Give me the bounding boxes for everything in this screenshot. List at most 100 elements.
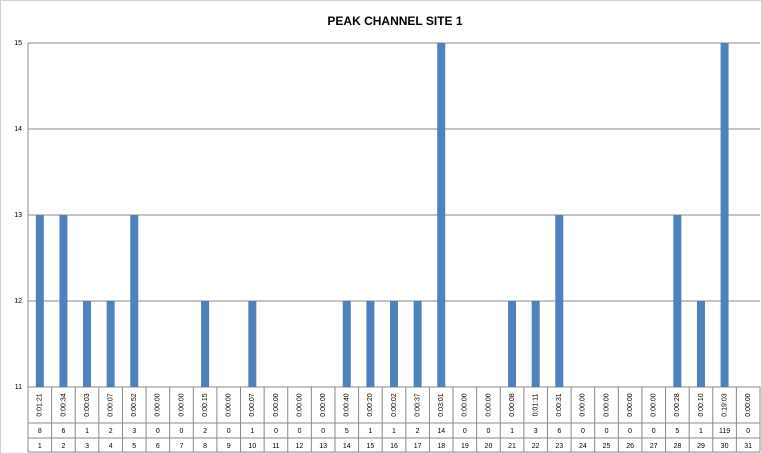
count-label: 6 [61, 428, 65, 435]
count-label: 0 [156, 428, 160, 435]
count-label: 119 [719, 428, 730, 435]
count-label: 3 [534, 428, 538, 435]
bar [83, 301, 92, 387]
x-tick-label: 20 [485, 443, 493, 450]
x-tick-label: 2 [61, 443, 65, 450]
x-tick-label: 27 [650, 443, 658, 450]
bar [366, 301, 375, 387]
count-label: 1 [699, 428, 703, 435]
count-label: 0 [227, 428, 231, 435]
count-label: 0 [652, 428, 656, 435]
duration-label: 0:00:00 [580, 393, 587, 416]
duration-label: 0:00:37 [414, 393, 421, 416]
x-tick-label: 7 [180, 443, 184, 450]
count-label: 0 [486, 428, 490, 435]
bar [531, 301, 540, 387]
count-label: 0 [274, 428, 278, 435]
duration-label: 0:00:15 [202, 393, 209, 416]
count-label: 5 [675, 428, 679, 435]
duration-label: 0:00:02 [391, 393, 398, 416]
duration-label: 0:00:00 [273, 393, 280, 416]
x-tick-label: 23 [555, 443, 563, 450]
count-label: 1 [368, 428, 372, 435]
y-tick-label: 14 [14, 126, 22, 133]
y-tick-label: 12 [14, 298, 22, 305]
x-tick-label: 1 [38, 443, 42, 450]
x-tick-label: 16 [390, 443, 398, 450]
duration-label: 0:00:00 [296, 393, 303, 416]
count-label: 0 [463, 428, 467, 435]
count-label: 0 [298, 428, 302, 435]
x-tick-label: 22 [532, 443, 540, 450]
duration-label: 0:00:00 [603, 393, 610, 416]
x-tick-label: 9 [227, 443, 231, 450]
count-label: 0 [746, 428, 750, 435]
x-tick-label: 13 [319, 443, 327, 450]
duration-label: 0:19:03 [721, 393, 728, 416]
duration-label: 0:01:11 [533, 393, 540, 416]
x-tick-label: 10 [248, 443, 256, 450]
bar [106, 301, 115, 387]
duration-label: 0:00:00 [485, 393, 492, 416]
x-tick-label: 11 [272, 443, 279, 450]
count-label: 6 [557, 428, 561, 435]
x-tick-label: 29 [697, 443, 705, 450]
count-label: 1 [392, 428, 396, 435]
x-tick-label: 14 [343, 443, 351, 450]
bar [35, 215, 44, 387]
duration-label: 0:03:01 [438, 393, 445, 416]
duration-label: 0:00:03 [84, 393, 91, 416]
count-label: 0 [581, 428, 585, 435]
count-label: 2 [109, 428, 113, 435]
duration-label: 0:00:00 [226, 393, 233, 416]
duration-label: 0:00:40 [344, 393, 351, 416]
x-tick-label: 12 [296, 443, 304, 450]
count-label: 5 [345, 428, 349, 435]
bar [413, 301, 422, 387]
duration-label: 0:00:00 [178, 393, 185, 416]
duration-label: 0:00:07 [249, 393, 256, 416]
x-tick-label: 31 [744, 443, 752, 450]
count-label: 1 [510, 428, 514, 435]
chart-title: PEAK CHANNEL SITE 1 [327, 14, 462, 28]
duration-label: 0:00:00 [627, 393, 634, 416]
bar [720, 43, 729, 387]
x-tick-label: 15 [366, 443, 374, 450]
x-tick-label: 30 [721, 443, 729, 450]
x-tick-label: 24 [579, 443, 587, 450]
count-label: 0 [180, 428, 184, 435]
duration-label: 0:00:10 [698, 393, 705, 416]
x-tick-label: 8 [203, 443, 207, 450]
bar [696, 301, 705, 387]
bar [201, 301, 210, 387]
bar [59, 215, 68, 387]
y-tick-label: 15 [14, 40, 22, 47]
y-tick-label: 11 [15, 384, 22, 391]
duration-label: 0:00:00 [462, 393, 469, 416]
bar [248, 301, 257, 387]
duration-label: 0:00:20 [367, 393, 374, 416]
count-label: 2 [203, 428, 207, 435]
duration-label: 0:00:34 [60, 393, 67, 416]
bar [342, 301, 351, 387]
duration-label: 0:00:31 [556, 393, 563, 416]
y-tick-label: 13 [14, 212, 22, 219]
x-tick-label: 25 [603, 443, 611, 450]
x-tick-label: 4 [109, 443, 113, 450]
count-label: 0 [628, 428, 632, 435]
duration-label: 0:00:28 [674, 393, 681, 416]
duration-label: 0:00:52 [131, 393, 138, 416]
bar [555, 215, 564, 387]
count-label: 8 [38, 428, 42, 435]
count-label: 0 [321, 428, 325, 435]
duration-label: 0:00:00 [745, 393, 752, 416]
x-tick-label: 6 [156, 443, 160, 450]
duration-label: 0:01:21 [37, 393, 44, 416]
duration-label: 0:00:07 [107, 393, 114, 416]
bar [508, 301, 517, 387]
bar [130, 215, 139, 387]
duration-label: 0:00:00 [155, 393, 162, 416]
x-tick-label: 21 [508, 443, 516, 450]
bar [437, 43, 446, 387]
